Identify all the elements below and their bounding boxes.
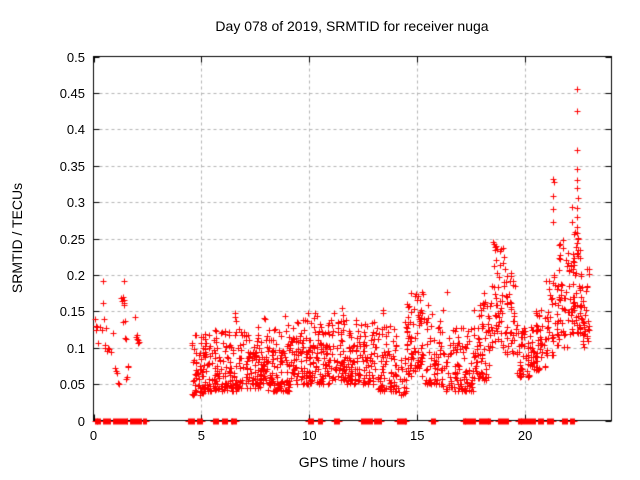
y-tick-label: 0 bbox=[77, 413, 85, 429]
y-tick-label: 0.4 bbox=[66, 122, 85, 138]
y-tick-label: 0.05 bbox=[59, 377, 85, 393]
y-tick-label: 0.5 bbox=[66, 49, 85, 65]
y-tick-label: 0.15 bbox=[59, 304, 85, 320]
y-tick-label: 0.1 bbox=[66, 340, 85, 356]
y-tick-label: 0.2 bbox=[66, 267, 85, 283]
y-axis-label: SRMTID / TECUs bbox=[9, 182, 25, 294]
chart-title: Day 078 of 2019, SRMTID for receiver nug… bbox=[215, 18, 489, 34]
y-tick-label: 0.45 bbox=[59, 85, 85, 101]
x-axis-label: GPS time / hours bbox=[298, 454, 406, 470]
x-tick-label: 0 bbox=[89, 428, 98, 443]
x-tick-label: 20 bbox=[517, 428, 533, 443]
y-tick-label: 0.25 bbox=[59, 231, 85, 247]
x-tick-label: 5 bbox=[197, 428, 206, 443]
x-tick-label: 10 bbox=[302, 428, 317, 443]
x-tick-label: 15 bbox=[410, 428, 425, 443]
y-tick-label: 0.35 bbox=[59, 158, 85, 174]
y-tick-label: 0.3 bbox=[66, 195, 85, 211]
